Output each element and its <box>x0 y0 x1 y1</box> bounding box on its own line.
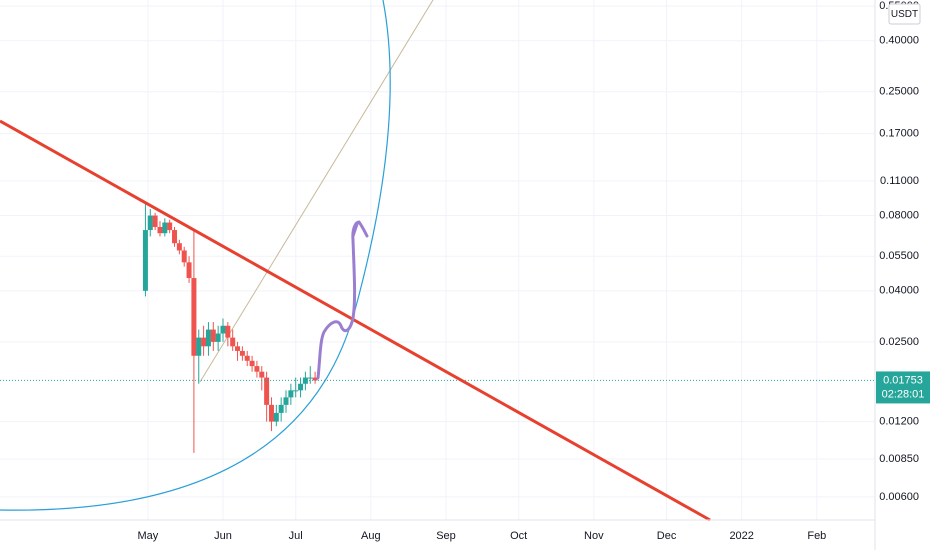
last-price-label: 0.01753 <box>883 374 923 386</box>
candle-body <box>191 278 197 356</box>
y-tick-label: 0.11000 <box>880 175 919 187</box>
candle-body <box>283 397 289 405</box>
candle-body <box>147 215 153 231</box>
y-tick-label: 0.00600 <box>879 491 919 503</box>
x-tick-label: 2022 <box>729 530 753 542</box>
x-tick-label: Feb <box>807 530 826 542</box>
candle-body <box>312 377 318 381</box>
candle-body <box>244 355 250 361</box>
candle-body <box>215 333 221 342</box>
candle-body <box>181 250 187 263</box>
candle-body <box>254 366 260 372</box>
candle-body <box>230 337 236 347</box>
y-tick-label: 0.25000 <box>879 86 919 98</box>
x-tick-label: May <box>137 530 158 542</box>
candle-body <box>249 360 255 367</box>
candle-body <box>298 383 304 391</box>
x-tick-label: Dec <box>657 530 677 542</box>
candle-body <box>278 404 284 413</box>
candle-body <box>259 371 265 378</box>
arrow-drawing <box>316 220 369 380</box>
candle-body <box>293 390 299 392</box>
x-tick-label: Oct <box>510 530 527 542</box>
candle-body <box>220 325 226 334</box>
candle-body <box>162 222 168 234</box>
candle-body <box>142 230 148 291</box>
candle-body <box>268 404 274 422</box>
x-tick-label: Jul <box>289 530 303 542</box>
x-tick-label: Nov <box>584 530 604 542</box>
trend-line <box>0 119 711 522</box>
y-tick-label: 0.40000 <box>879 35 919 47</box>
candle-body <box>273 412 279 422</box>
arc-drawing <box>0 0 391 511</box>
y-tick-label: 0.17000 <box>879 128 919 140</box>
candle-body <box>152 215 158 227</box>
candle-body <box>288 390 294 398</box>
candle-body <box>157 226 163 234</box>
candle-body <box>302 377 308 384</box>
candle-body <box>210 329 216 342</box>
y-tick-label: 0.01200 <box>879 416 919 428</box>
y-tick-label: 0.02500 <box>879 336 919 348</box>
countdown-label: 02:28:01 <box>882 388 925 400</box>
candle-body <box>201 337 207 347</box>
x-tick-label: Jun <box>214 530 232 542</box>
grid <box>0 0 875 520</box>
candle-body <box>205 329 211 347</box>
candle-body <box>307 377 313 379</box>
candle-body <box>167 222 173 231</box>
y-tick-label: 0.08000 <box>879 209 919 221</box>
candle-body <box>196 337 202 356</box>
trend-line-thin <box>199 0 434 383</box>
axes: 0.550000.400000.250000.170000.110000.080… <box>137 0 919 542</box>
candle-body <box>176 243 182 251</box>
y-tick-label: 0.05500 <box>879 250 919 262</box>
candle-body <box>235 346 241 351</box>
last-price-box <box>876 371 930 404</box>
x-tick-label: Aug <box>361 530 381 542</box>
candle-body <box>225 325 231 338</box>
currency-label: USDT <box>891 9 918 20</box>
y-tick-label: 0.04000 <box>879 285 919 297</box>
y-tick-label: 0.00850 <box>879 453 919 465</box>
candle-body <box>172 230 178 244</box>
x-tick-label: Sep <box>436 530 456 542</box>
candles <box>142 202 318 453</box>
candle-body <box>264 377 270 405</box>
currency-box <box>888 3 921 25</box>
candle-body <box>186 262 192 279</box>
candle-body <box>239 350 245 356</box>
